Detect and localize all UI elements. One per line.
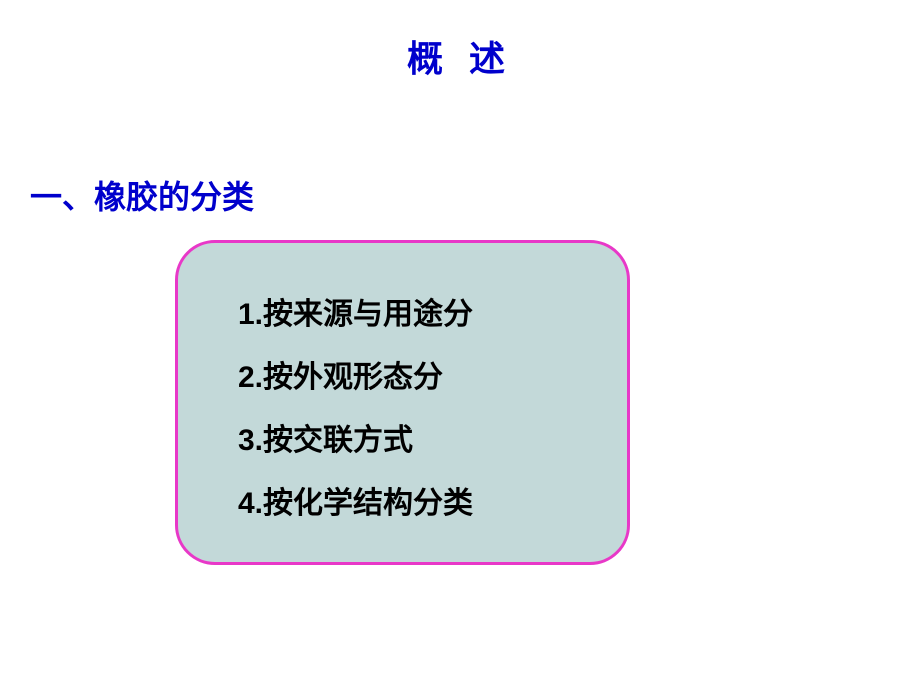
list-item: 2.按外观形态分 bbox=[238, 346, 592, 409]
item-text: 按化学结构分类 bbox=[263, 487, 473, 520]
item-number: 4. bbox=[238, 487, 263, 520]
item-number: 3. bbox=[238, 424, 263, 457]
list-item: 3.按交联方式 bbox=[238, 409, 592, 472]
list-item: 4.按化学结构分类 bbox=[238, 472, 592, 535]
item-text: 按交联方式 bbox=[263, 424, 413, 457]
item-number: 2. bbox=[238, 361, 263, 394]
content-box: 1.按来源与用途分 2.按外观形态分 3.按交联方式 4.按化学结构分类 bbox=[175, 240, 630, 565]
page-title: 概 述 bbox=[0, 0, 920, 82]
section-heading: 一、橡胶的分类 bbox=[30, 172, 920, 218]
item-number: 1. bbox=[238, 298, 263, 331]
item-text: 按来源与用途分 bbox=[263, 298, 473, 331]
item-text: 按外观形态分 bbox=[263, 361, 443, 394]
list-item: 1.按来源与用途分 bbox=[238, 283, 592, 346]
